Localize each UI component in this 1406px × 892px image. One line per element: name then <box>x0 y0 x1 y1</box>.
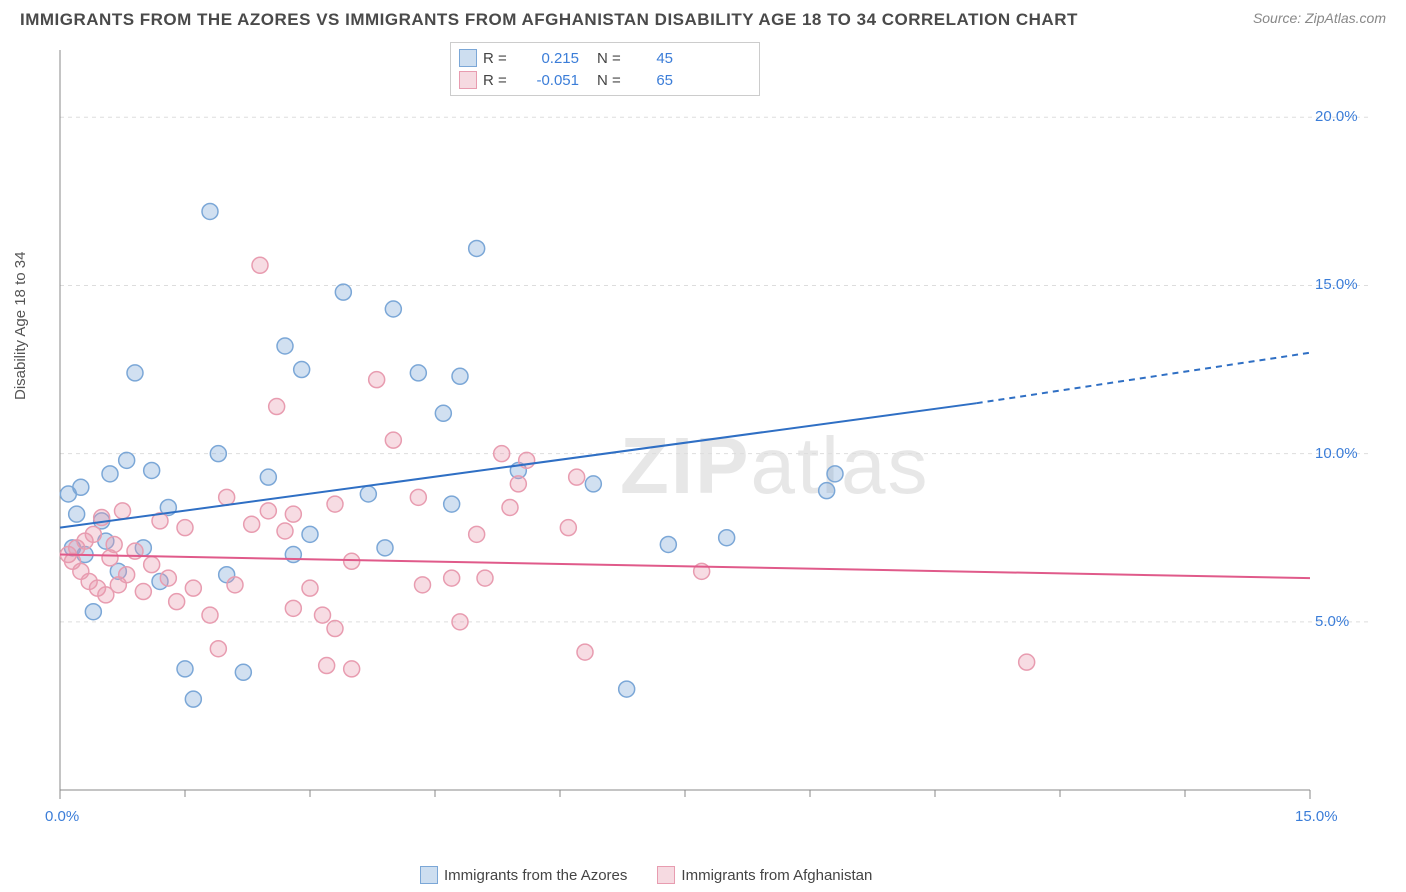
legend-row-azores: R = 0.215 N = 45 <box>459 47 751 69</box>
chart-title: IMMIGRANTS FROM THE AZORES VS IMMIGRANTS… <box>20 10 1078 30</box>
y-tick-label: 20.0% <box>1315 108 1358 125</box>
legend-row-afghanistan: R = -0.051 N = 65 <box>459 69 751 91</box>
legend-item-afghanistan: Immigrants from Afghanistan <box>657 866 872 884</box>
r-value-azores: 0.215 <box>519 50 579 67</box>
y-tick-label: 10.0% <box>1315 445 1358 462</box>
n-value-azores: 45 <box>633 50 673 67</box>
swatch-afghanistan <box>459 71 477 89</box>
legend-item-azores: Immigrants from the Azores <box>420 866 627 884</box>
x-tick-label: 0.0% <box>45 808 79 825</box>
correlation-legend: R = 0.215 N = 45 R = -0.051 N = 65 <box>450 42 760 96</box>
source-attribution: Source: ZipAtlas.com <box>1253 10 1386 26</box>
scatter-plot <box>50 40 1370 830</box>
legend-label-azores: Immigrants from the Azores <box>444 867 627 884</box>
n-value-afghanistan: 65 <box>633 72 673 89</box>
r-label: R = <box>483 72 513 89</box>
n-label: N = <box>597 72 627 89</box>
y-tick-label: 15.0% <box>1315 276 1358 293</box>
n-label: N = <box>597 50 627 67</box>
series-legend: Immigrants from the Azores Immigrants fr… <box>420 866 872 884</box>
swatch-azores <box>459 49 477 67</box>
r-value-afghanistan: -0.051 <box>519 72 579 89</box>
y-tick-label: 5.0% <box>1315 613 1349 630</box>
swatch-azores <box>420 866 438 884</box>
r-label: R = <box>483 50 513 67</box>
x-tick-label: 15.0% <box>1295 808 1338 825</box>
swatch-afghanistan <box>657 866 675 884</box>
y-axis-label: Disability Age 18 to 34 <box>12 252 29 400</box>
legend-label-afghanistan: Immigrants from Afghanistan <box>681 867 872 884</box>
